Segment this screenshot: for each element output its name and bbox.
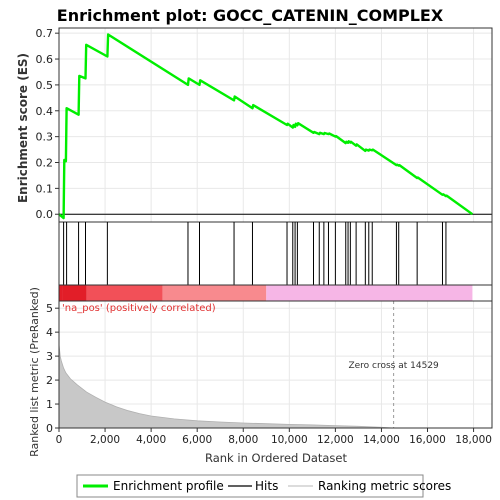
x-tick-label: 4,000 (136, 434, 166, 446)
enrichment-score-panel: 0.0 0.1 0.2 0.3 0.4 0.5 0.6 0.7 (36, 27, 493, 223)
x-tick-label: 6,000 (182, 434, 212, 446)
band-segment (59, 285, 63, 301)
x-tick-label: 2,000 (90, 434, 120, 446)
metric-y-tick-label: 1 (46, 398, 53, 411)
positively-correlated-label: 'na_pos' (positively correlated) (62, 303, 216, 314)
x-tick-label: 16,000 (409, 434, 446, 446)
legend-label-metric: Ranking metric scores (318, 479, 451, 493)
correlation-band (58, 284, 493, 302)
x-tick-label: 0 (56, 434, 63, 446)
es-y-tick-label: 0.3 (36, 131, 54, 144)
x-tick-label: 10,000 (271, 434, 308, 446)
legend-label-hits: Hits (255, 479, 278, 493)
legend: Enrichment profile Hits Ranking metric s… (76, 474, 451, 498)
x-tick-label: 18,000 (455, 434, 492, 446)
es-y-tick-label: 0.4 (36, 105, 54, 118)
x-tick-label: 14,000 (363, 434, 400, 446)
metric-frame (58, 300, 493, 429)
band-segment (162, 285, 267, 301)
x-tick-label: 8,000 (228, 434, 258, 446)
zero-cross-label: Zero cross at 14529 (348, 361, 439, 371)
metric-plot-area (59, 301, 492, 428)
hits-panel (58, 221, 493, 286)
es-y-tick-label: 0.7 (36, 27, 54, 40)
hits-frame (58, 221, 493, 286)
chart-title: Enrichment plot: GOCC_CATENIN_COMPLEX (57, 6, 444, 25)
es-y-tick-label: 0.2 (36, 157, 54, 170)
metric-y-tick-label: 5 (46, 302, 53, 315)
metric-y-tick-label: 0 (46, 422, 53, 435)
es-y-tick-label: 0.6 (36, 53, 54, 66)
band-segment (62, 285, 87, 301)
es-y-tick-label: 0.0 (36, 208, 54, 221)
band-segment (86, 285, 163, 301)
es-plot-area (59, 28, 492, 222)
ranked-metric-panel: 0 1 2 3 4 5 Zero cross at 14529 'na_pos' (posit… (46, 300, 493, 435)
band-segment (266, 285, 473, 301)
x-axis-label: Rank in Ordered Dataset (205, 451, 348, 465)
es-y-axis-label: Enrichment score (ES) (16, 53, 30, 203)
x-tick-label: 12,000 (317, 434, 354, 446)
es-y-tick-label: 0.1 (36, 182, 54, 195)
enrichment-profile-line (58, 33, 474, 220)
metric-y-tick-label: 3 (46, 350, 53, 363)
metric-y-axis-label: Ranked list metric (PreRanked) (28, 287, 41, 457)
metric-y-tick-label: 4 (46, 326, 53, 339)
es-y-tick-label: 0.5 (36, 79, 54, 92)
metric-y-tick-label: 2 (46, 374, 53, 387)
x-axis: 0 2,000 4,000 6,000 8,000 10,000 12,000 14,000 1… (56, 428, 492, 446)
legend-label-enrichment: Enrichment profile (113, 479, 224, 493)
